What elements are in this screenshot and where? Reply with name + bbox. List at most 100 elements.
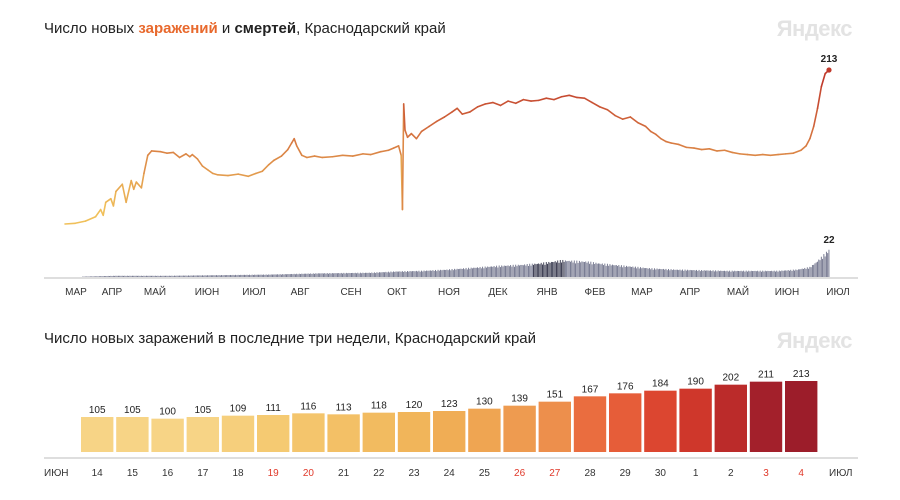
deaths-bar — [780, 271, 782, 277]
x-tick-label: ДЕК — [488, 287, 507, 298]
infections-line-segment — [74, 220, 87, 225]
deaths-bar — [498, 265, 500, 277]
deaths-bar — [654, 268, 655, 277]
deaths-bar — [249, 274, 251, 277]
month-end-label: ИЮЛ — [829, 468, 852, 479]
deaths-bar — [238, 275, 240, 277]
infections-line-segment — [469, 106, 479, 113]
deaths-bar — [558, 262, 560, 277]
x-tick-label: ИЮН — [775, 287, 800, 298]
deaths-bar — [241, 274, 243, 277]
infections-line-segment — [621, 116, 632, 120]
deaths-bar — [147, 275, 149, 277]
deaths-bar — [473, 267, 475, 277]
deaths-bar — [149, 275, 151, 277]
deaths-bar — [97, 276, 99, 277]
deaths-bar — [314, 273, 315, 277]
deaths-bar — [711, 271, 713, 277]
deaths-bar — [408, 271, 410, 277]
deaths-bar — [170, 275, 172, 277]
deaths-bar — [656, 268, 658, 277]
deaths-bar — [356, 273, 357, 277]
deaths-bar — [524, 264, 526, 277]
infections-line-segment — [499, 100, 509, 107]
deaths-bar — [692, 270, 694, 277]
deaths-bar — [684, 269, 686, 277]
deaths-bar — [809, 266, 811, 277]
deaths-bar — [435, 269, 436, 277]
deaths-bar — [436, 271, 438, 277]
deaths-bar — [152, 275, 154, 277]
deaths-bar — [204, 275, 206, 277]
title-connector: и — [217, 20, 235, 37]
deaths-bar — [741, 271, 743, 277]
deaths-bar — [261, 274, 263, 277]
deaths-bar — [538, 263, 540, 277]
infections-line-segment — [809, 125, 815, 140]
infections-line-segment — [507, 100, 517, 105]
deaths-bar — [717, 270, 719, 277]
deaths-bar — [109, 276, 110, 277]
deaths-bar — [689, 269, 691, 277]
deaths-bar — [673, 269, 675, 277]
deaths-bar — [627, 266, 629, 277]
deaths-bar — [352, 272, 354, 277]
deaths-bar — [177, 275, 179, 277]
deaths-bar — [123, 275, 124, 277]
infections-line-segment — [665, 140, 672, 144]
deaths-bar — [527, 265, 529, 277]
infections-line-segment — [545, 97, 555, 101]
deaths-bar — [688, 270, 690, 277]
deaths-bar — [88, 276, 90, 277]
deaths-bar — [535, 264, 537, 277]
x-tick-label: 29 — [620, 468, 632, 479]
deaths-bar — [272, 274, 273, 277]
deaths-bar — [755, 271, 757, 277]
bar — [81, 417, 114, 452]
deaths-bar — [338, 273, 340, 277]
deaths-bar — [582, 261, 584, 277]
deaths-bar — [501, 265, 503, 277]
deaths-bar — [620, 265, 622, 277]
x-tick-label: 3 — [763, 468, 769, 479]
deaths-bar — [782, 270, 784, 277]
deaths-bar — [578, 260, 580, 277]
deaths-bar — [412, 271, 414, 277]
deaths-bar — [483, 268, 485, 277]
deaths-bar — [715, 270, 717, 277]
deaths-bar — [250, 275, 252, 277]
deaths-bar — [636, 268, 638, 277]
deaths-bar — [294, 274, 296, 277]
deaths-bar — [129, 275, 131, 277]
deaths-bar — [231, 275, 233, 277]
deaths-bar — [750, 270, 752, 277]
x-tick-label: 21 — [338, 468, 350, 479]
deaths-bar — [455, 269, 457, 277]
deaths-bar — [768, 270, 770, 277]
deaths-bar — [105, 276, 107, 277]
bar-value-label: 118 — [371, 401, 387, 412]
deaths-bar — [377, 272, 379, 277]
deaths-bar — [655, 269, 657, 277]
deaths-bar — [470, 267, 472, 277]
deaths-bar — [764, 270, 766, 277]
bar-value-label: 105 — [124, 405, 141, 416]
infections-line-segment — [287, 142, 293, 151]
deaths-bar — [162, 275, 164, 277]
deaths-bar — [638, 268, 640, 277]
bar-value-label: 211 — [758, 370, 774, 381]
deaths-bar — [484, 266, 486, 277]
deaths-bar — [305, 273, 307, 277]
deaths-bar — [452, 270, 454, 277]
deaths-bar — [181, 275, 183, 277]
x-tick-label: ИЮЛ — [242, 287, 265, 298]
deaths-bar — [825, 251, 827, 277]
deaths-bar — [363, 273, 365, 277]
deaths-bar — [632, 266, 634, 277]
x-tick-label: ЯНВ — [536, 287, 557, 298]
deaths-bar — [682, 269, 683, 277]
deaths-bar — [794, 270, 796, 277]
deaths-bar — [748, 270, 750, 277]
deaths-bar — [142, 275, 144, 277]
deaths-bar — [824, 256, 826, 277]
